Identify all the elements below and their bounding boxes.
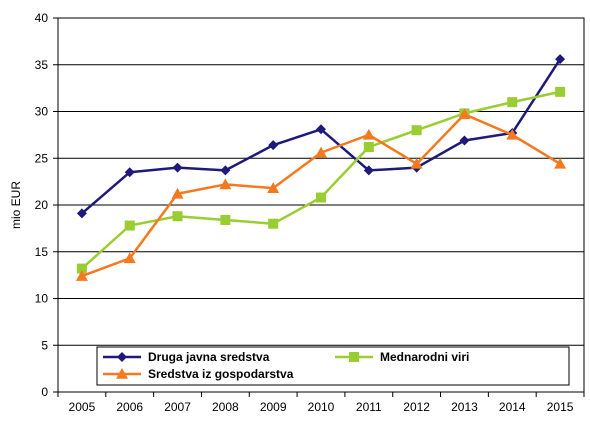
x-tick-label: 2009 — [260, 400, 287, 414]
data-point — [172, 162, 183, 173]
series-2 — [76, 86, 566, 274]
x-tick-label: 2015 — [547, 400, 574, 414]
data-point — [555, 54, 566, 65]
x-tick-label: 2010 — [308, 400, 335, 414]
legend-item: Sredstva iz gospodarstva — [103, 367, 294, 381]
data-point — [554, 157, 567, 169]
series-3 — [75, 108, 567, 281]
data-point — [220, 165, 231, 176]
data-point — [171, 187, 184, 199]
legend-marker — [117, 352, 127, 362]
legend-label: Druga javna sredstva — [148, 350, 270, 364]
legend-label: Sredstva iz gospodarstva — [148, 367, 294, 381]
x-tick-label: 2013 — [451, 400, 478, 414]
legend-item: Druga javna sredstva — [103, 350, 270, 364]
y-tick-label: 35 — [35, 58, 49, 72]
legend: Druga javna sredstva Mednarodni viri Sreds… — [96, 346, 570, 386]
data-point — [362, 128, 375, 140]
legend-marker — [349, 352, 359, 362]
y-tick-label: 15 — [35, 245, 49, 259]
y-tick-label: 30 — [35, 105, 49, 119]
y-tick-label: 40 — [35, 11, 49, 25]
x-tick-label: 2012 — [403, 400, 430, 414]
y-axis: 0 5 10 15 20 25 30 35 40 — [35, 11, 58, 399]
y-tick-label: 10 — [35, 292, 49, 306]
data-point — [220, 214, 231, 225]
x-tick-label: 2011 — [356, 400, 382, 414]
data-point — [458, 108, 471, 120]
data-point — [76, 263, 87, 274]
data-point — [76, 208, 87, 219]
legend-label: Mednarodni viri — [380, 350, 469, 364]
x-tick-label: 2007 — [164, 400, 191, 414]
data-point — [316, 124, 326, 135]
data-point — [268, 218, 279, 229]
data-point — [219, 178, 232, 190]
y-axis-title: mio EUR — [9, 181, 23, 229]
data-point — [316, 192, 326, 203]
data-point — [411, 125, 422, 136]
data-point — [506, 128, 519, 140]
data-point — [410, 157, 423, 169]
data-point — [363, 142, 374, 153]
data-point — [267, 182, 280, 193]
x-tick-label: 2014 — [499, 400, 526, 414]
y-tick-label: 20 — [35, 198, 49, 212]
legend-item: Mednarodni viri — [335, 350, 469, 364]
data-point — [555, 86, 566, 97]
data-point — [268, 140, 279, 151]
x-tick-label: 2005 — [69, 400, 96, 414]
data-point — [123, 252, 136, 264]
data-point — [172, 211, 183, 222]
x-tick-label: 2008 — [212, 400, 239, 414]
y-tick-label: 0 — [41, 385, 48, 399]
series-group — [75, 54, 567, 281]
y-tick-label: 5 — [41, 338, 48, 352]
data-point — [124, 220, 135, 231]
data-point — [363, 165, 374, 176]
y-tick-label: 25 — [35, 151, 49, 165]
data-point — [507, 97, 518, 108]
data-point — [75, 270, 88, 281]
data-point — [315, 146, 327, 158]
data-point — [459, 135, 470, 146]
data-point — [124, 167, 135, 178]
legend-marker — [116, 368, 128, 379]
series-1 — [76, 54, 566, 219]
x-tick-label: 2006 — [116, 400, 143, 414]
legend-box — [96, 346, 570, 386]
x-axis: 2005 2006 2007 2008 2009 2010 2011 2012 2013 2014… — [57, 392, 585, 414]
gridlines — [58, 64, 584, 346]
